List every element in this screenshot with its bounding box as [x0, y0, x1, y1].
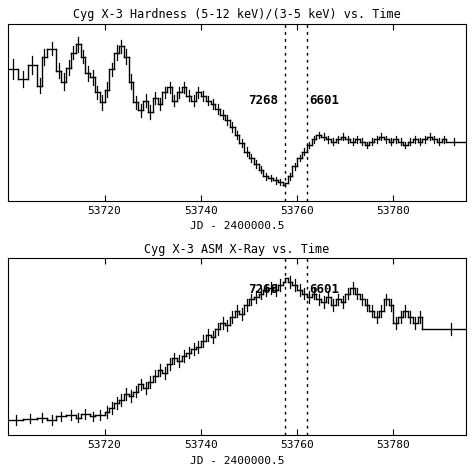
Text: 7268: 7268 — [248, 94, 278, 107]
Text: 6601: 6601 — [309, 94, 339, 107]
X-axis label: JD - 2400000.5: JD - 2400000.5 — [190, 456, 284, 465]
Text: 7268: 7268 — [248, 283, 278, 297]
X-axis label: JD - 2400000.5: JD - 2400000.5 — [190, 221, 284, 231]
Text: 6601: 6601 — [309, 283, 339, 297]
Title: Cyg X-3 ASM X-Ray vs. Time: Cyg X-3 ASM X-Ray vs. Time — [145, 243, 329, 255]
Title: Cyg X-3 Hardness (5-12 keV)/(3-5 keV) vs. Time: Cyg X-3 Hardness (5-12 keV)/(3-5 keV) vs… — [73, 9, 401, 21]
